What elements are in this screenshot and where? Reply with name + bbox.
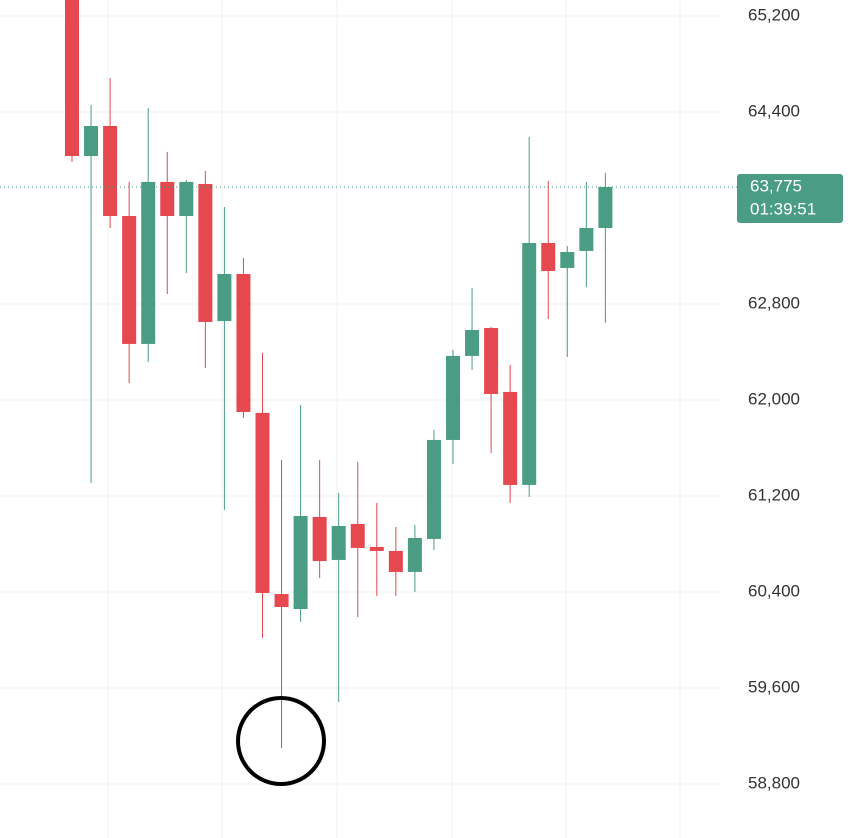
candle-body <box>141 181 156 344</box>
y-tick-label: 61,200 <box>748 485 800 504</box>
candle-body <box>598 186 613 229</box>
candle-body <box>312 516 327 562</box>
candle-body <box>160 181 175 217</box>
candle-body <box>465 330 480 356</box>
y-tick-label: 62,000 <box>748 389 800 408</box>
candle-body <box>503 391 518 485</box>
candle-body <box>84 126 99 157</box>
y-tick-label: 60,400 <box>748 581 800 600</box>
candle-body <box>179 181 194 217</box>
candle-body <box>65 0 79 157</box>
candle-body <box>274 594 289 607</box>
candle-body <box>331 525 346 560</box>
candle-body <box>579 228 594 251</box>
candle-body <box>541 243 556 271</box>
annotation-circle <box>236 696 326 786</box>
y-tick-label: 62,800 <box>748 293 800 312</box>
candle-body <box>388 550 403 572</box>
candle-body <box>122 216 137 344</box>
candle-body <box>560 252 575 268</box>
candle-body <box>446 355 460 440</box>
vertical-grid <box>107 0 681 838</box>
candle-body <box>350 523 365 548</box>
y-tick-label: 64,400 <box>748 101 800 120</box>
candle-body <box>484 327 499 394</box>
candle-body <box>426 439 441 539</box>
candle-body <box>236 273 251 412</box>
candle-body <box>293 516 308 610</box>
candle-body <box>522 243 537 485</box>
price-box <box>737 173 843 223</box>
candle-body <box>255 412 270 593</box>
candle-body <box>198 183 213 322</box>
y-tick-label: 65,200 <box>748 5 800 24</box>
price-label: 63,775 <box>750 176 802 195</box>
candle-body <box>217 273 232 322</box>
candle-body <box>103 126 118 217</box>
y-tick-label: 59,600 <box>748 677 800 696</box>
candle-body <box>407 537 422 572</box>
y-tick-label: 58,800 <box>748 773 800 792</box>
candle-body <box>369 546 384 551</box>
countdown: 01:39:51 <box>750 199 816 218</box>
